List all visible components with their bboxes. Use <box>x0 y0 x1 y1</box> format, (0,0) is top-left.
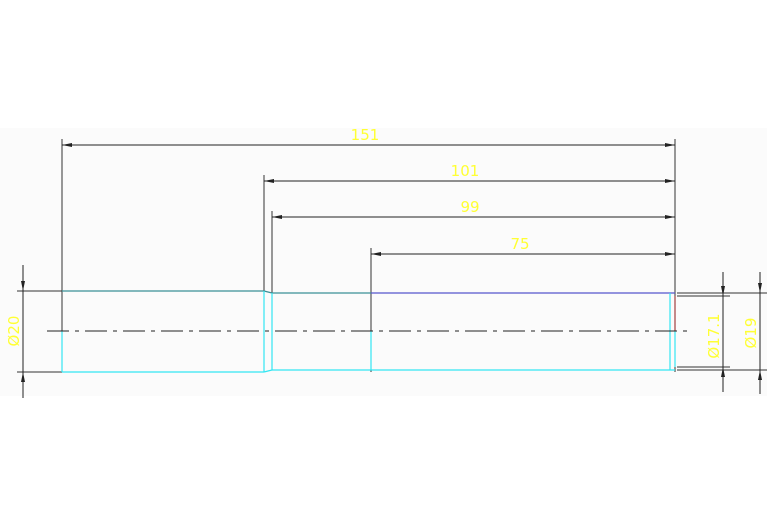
dim-text-101: 101 <box>451 162 480 180</box>
drawing-area <box>0 128 767 396</box>
shaft-outline <box>61 290 676 373</box>
dim-text-99: 99 <box>460 198 479 216</box>
dim-text-dia20: Ø20 <box>5 316 23 347</box>
dimension-lines <box>21 143 762 398</box>
dim-text-dia17-1: Ø17.1 <box>705 313 723 358</box>
dim-text-75: 75 <box>510 235 529 253</box>
dim-text-dia19: Ø19 <box>742 318 760 349</box>
dim-text-151: 151 <box>351 126 380 144</box>
